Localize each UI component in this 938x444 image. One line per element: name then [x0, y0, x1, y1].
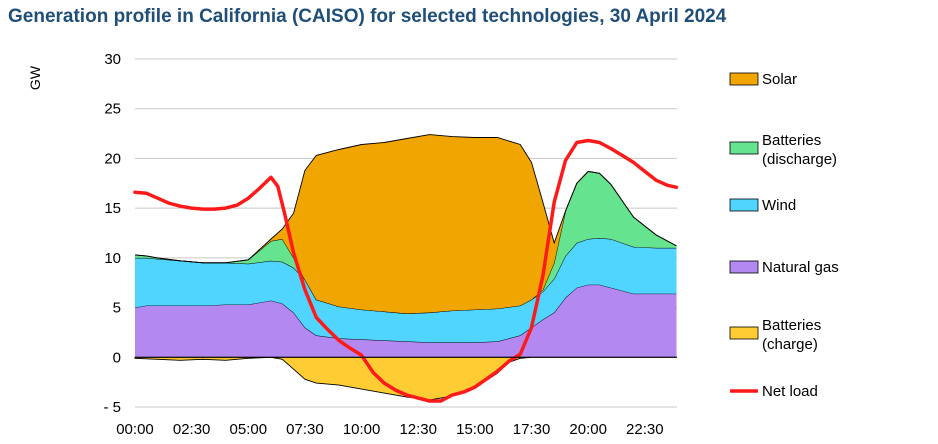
y-tick-label: 30	[104, 51, 121, 68]
legend-label: (charge)	[762, 336, 818, 353]
legend-label: Solar	[762, 71, 797, 88]
legend-label: Natural gas	[762, 259, 839, 276]
y-tick-label: 20	[104, 150, 121, 167]
area-layer	[134, 134, 677, 401]
legend-label: Net load	[762, 383, 818, 400]
chart-title: Generation profile in California (CAISO)…	[8, 6, 727, 27]
y-axis-label: GW	[27, 65, 43, 90]
legend-label: (discharge)	[762, 151, 837, 168]
y-tick-label: - 5	[103, 399, 121, 416]
x-tick-label: 22:30	[626, 421, 664, 438]
legend-label: Wind	[762, 197, 796, 214]
line-layer	[133, 138, 679, 403]
area-edge	[134, 134, 677, 264]
area-batteries-discharge	[135, 171, 677, 314]
legend-swatch	[729, 260, 759, 274]
y-tick-label: 5	[113, 300, 121, 317]
x-tick-label: 12:30	[399, 421, 437, 438]
area-solar	[135, 134, 677, 314]
x-tick-label: 00:00	[116, 421, 154, 438]
legend-swatch	[729, 141, 759, 155]
legend-label: Batteries	[762, 132, 821, 149]
y-tick-label: 15	[104, 200, 121, 217]
legend-label: Batteries	[762, 317, 821, 334]
legend-swatch	[729, 198, 759, 212]
legend-swatch	[729, 326, 759, 340]
axis-layer: 30 25 20 15 10 5 0 - 5 GW 00:00 02:30 05:00 07:30 10:…	[27, 51, 677, 438]
x-tick-label: 07:30	[286, 421, 324, 438]
x-tick-label: 10:00	[343, 421, 381, 438]
x-tick-label: 05:00	[230, 421, 268, 438]
legend-swatch	[729, 72, 759, 86]
x-tick-label: 02:30	[173, 421, 211, 438]
y-tick-label: 10	[104, 250, 121, 267]
x-tick-label: 15:00	[456, 421, 494, 438]
y-tick-label: 25	[104, 101, 121, 118]
legend-layer: Solar Batteries (discharge) Wind Natural gas…	[729, 71, 839, 400]
area-natural-gas	[135, 284, 677, 358]
x-tick-label: 20:00	[569, 421, 607, 438]
net-load-line	[133, 138, 679, 403]
y-tick-label: 0	[113, 349, 121, 366]
area-wind	[135, 238, 677, 343]
x-tick-label: 17:30	[513, 421, 551, 438]
